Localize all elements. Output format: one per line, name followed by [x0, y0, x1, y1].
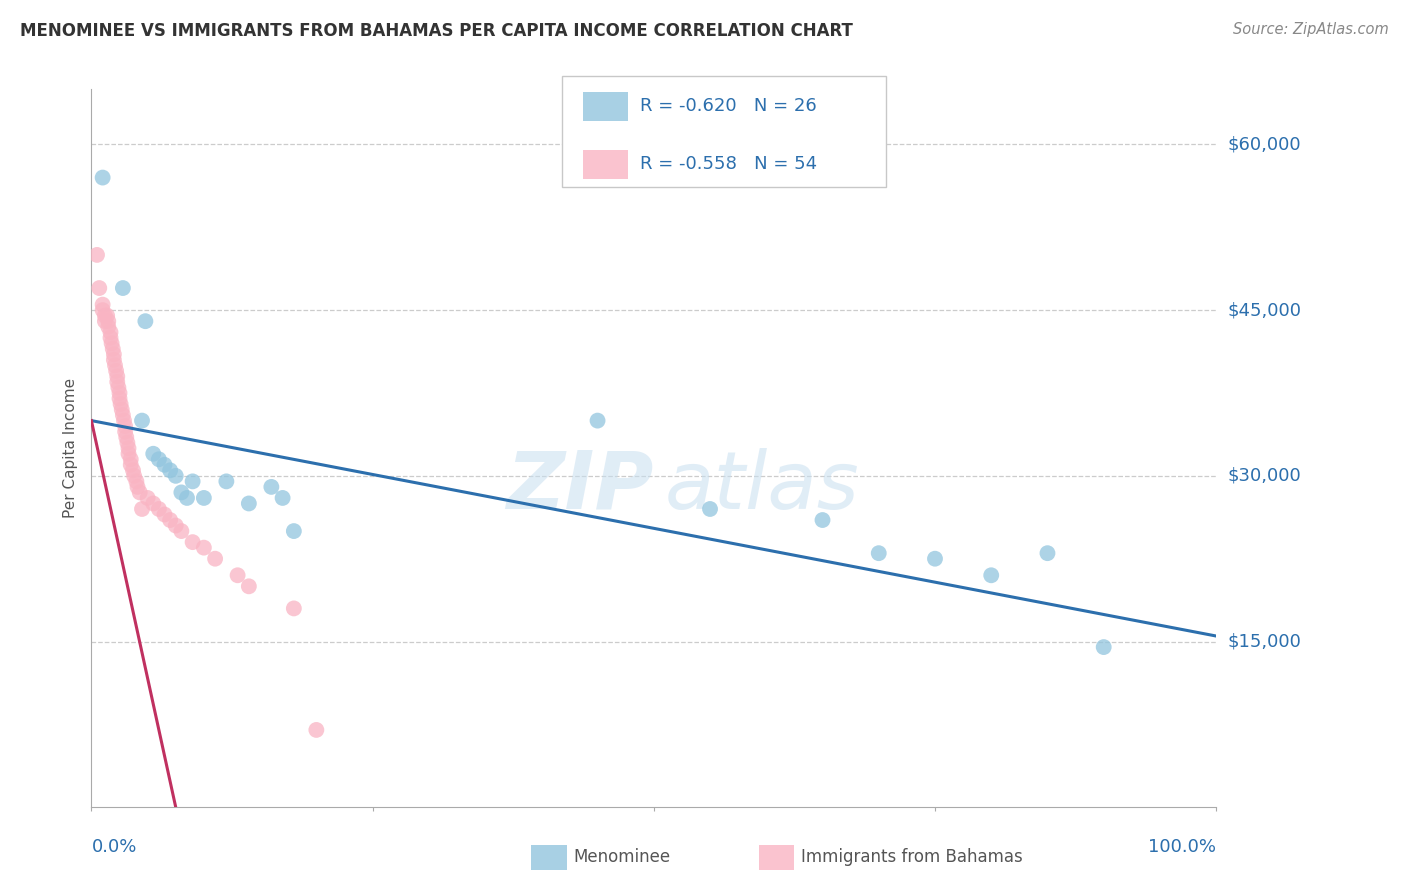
- Point: [89, 281, 111, 295]
- Point: [105, 369, 128, 384]
- Point: [103, 347, 125, 361]
- Point: [811, 513, 834, 527]
- Point: [980, 568, 1002, 582]
- Point: [159, 513, 181, 527]
- Point: [153, 508, 176, 522]
- Point: [110, 397, 132, 411]
- Point: [120, 458, 142, 472]
- Point: [127, 480, 149, 494]
- Point: [117, 447, 139, 461]
- Point: [204, 551, 226, 566]
- Point: [100, 325, 122, 339]
- Text: Menominee: Menominee: [574, 848, 671, 866]
- Point: [142, 496, 165, 510]
- Point: [238, 579, 260, 593]
- Text: MENOMINEE VS IMMIGRANTS FROM BAHAMAS PER CAPITA INCOME CORRELATION CHART: MENOMINEE VS IMMIGRANTS FROM BAHAMAS PER…: [20, 22, 852, 40]
- Point: [283, 601, 305, 615]
- Point: [105, 375, 128, 389]
- Point: [86, 248, 108, 262]
- Point: [91, 303, 114, 318]
- Point: [868, 546, 890, 560]
- Text: ZIP: ZIP: [506, 448, 654, 526]
- Point: [1036, 546, 1059, 560]
- Point: [131, 414, 153, 428]
- Y-axis label: Per Capita Income: Per Capita Income: [63, 378, 79, 518]
- Point: [115, 430, 138, 444]
- Point: [181, 475, 204, 489]
- Point: [142, 447, 165, 461]
- Point: [91, 170, 114, 185]
- Point: [117, 442, 139, 455]
- Point: [97, 314, 120, 328]
- Point: [108, 386, 131, 401]
- Text: 0.0%: 0.0%: [91, 838, 136, 855]
- Point: [114, 419, 136, 434]
- Point: [96, 309, 118, 323]
- Point: [586, 414, 609, 428]
- Point: [305, 723, 328, 737]
- Point: [271, 491, 294, 505]
- Point: [153, 458, 176, 472]
- Point: [159, 463, 181, 477]
- Text: atlas: atlas: [665, 448, 860, 526]
- Point: [131, 502, 153, 516]
- Text: R = -0.620   N = 26: R = -0.620 N = 26: [640, 97, 817, 115]
- Point: [111, 402, 134, 417]
- Point: [924, 551, 946, 566]
- Text: Immigrants from Bahamas: Immigrants from Bahamas: [801, 848, 1024, 866]
- Point: [111, 281, 134, 295]
- Text: $60,000: $60,000: [1227, 136, 1301, 153]
- Point: [100, 331, 122, 345]
- Point: [101, 342, 124, 356]
- Text: $30,000: $30,000: [1227, 467, 1301, 485]
- Text: R = -0.558   N = 54: R = -0.558 N = 54: [640, 155, 817, 173]
- Point: [111, 408, 134, 422]
- Point: [117, 435, 139, 450]
- Point: [1092, 640, 1115, 654]
- Point: [94, 309, 117, 323]
- Point: [136, 491, 159, 505]
- Point: [112, 414, 135, 428]
- Point: [165, 518, 187, 533]
- Point: [122, 468, 145, 483]
- Point: [105, 364, 128, 378]
- Point: [699, 502, 721, 516]
- Point: [103, 352, 125, 367]
- Point: [148, 452, 170, 467]
- Point: [134, 314, 156, 328]
- Point: [148, 502, 170, 516]
- Point: [100, 336, 122, 351]
- Point: [181, 535, 204, 549]
- Text: 100.0%: 100.0%: [1149, 838, 1216, 855]
- Point: [97, 319, 120, 334]
- Point: [165, 468, 187, 483]
- Point: [104, 359, 127, 373]
- Point: [170, 485, 193, 500]
- Point: [94, 314, 117, 328]
- Point: [125, 475, 148, 489]
- Point: [91, 298, 114, 312]
- Point: [107, 380, 129, 394]
- Point: [120, 452, 142, 467]
- Text: Source: ZipAtlas.com: Source: ZipAtlas.com: [1233, 22, 1389, 37]
- Point: [122, 463, 145, 477]
- Text: $15,000: $15,000: [1227, 632, 1301, 650]
- Point: [193, 541, 215, 555]
- Point: [114, 425, 136, 439]
- Point: [176, 491, 198, 505]
- Point: [128, 485, 150, 500]
- Point: [170, 524, 193, 538]
- Point: [238, 496, 260, 510]
- Point: [193, 491, 215, 505]
- Point: [283, 524, 305, 538]
- Point: [215, 475, 238, 489]
- Text: $45,000: $45,000: [1227, 301, 1302, 319]
- Point: [226, 568, 249, 582]
- Point: [108, 392, 131, 406]
- Point: [260, 480, 283, 494]
